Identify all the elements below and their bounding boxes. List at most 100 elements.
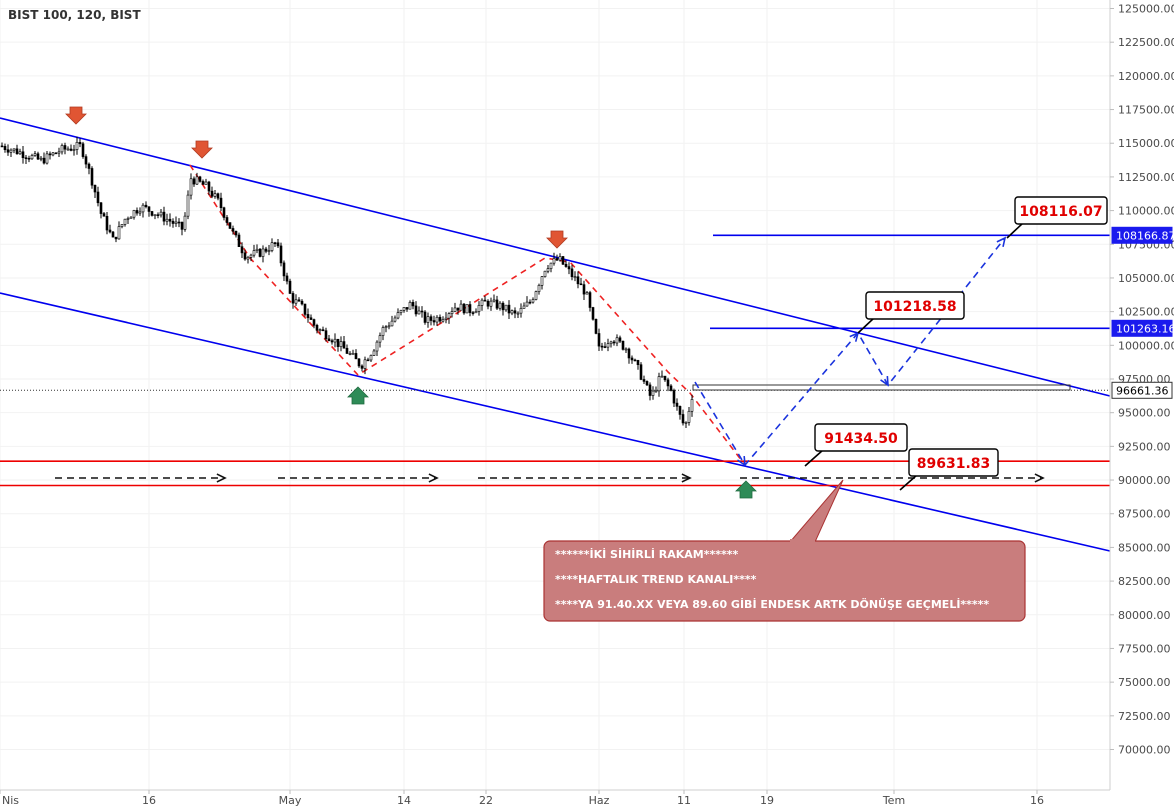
candle-body bbox=[240, 246, 244, 254]
price-tick-label: 125000.00 bbox=[1118, 3, 1174, 16]
level-callout-pointer bbox=[857, 317, 875, 334]
candle-body bbox=[267, 250, 271, 252]
candle-body bbox=[306, 314, 310, 319]
candle-body bbox=[111, 231, 115, 238]
candle-body bbox=[72, 149, 76, 151]
projection-arrowhead bbox=[996, 236, 1007, 247]
price-tick-label: 72500.00 bbox=[1118, 710, 1171, 723]
candle-body bbox=[156, 214, 160, 216]
candle-body bbox=[495, 299, 499, 309]
candle-body bbox=[285, 275, 289, 282]
candle-body bbox=[471, 312, 475, 314]
candle-body bbox=[204, 181, 208, 185]
target-price-tag-label: 101263.16 bbox=[1116, 322, 1174, 335]
candle-body bbox=[321, 329, 325, 331]
candle-body bbox=[336, 338, 340, 347]
time-tick-label: Tem bbox=[882, 794, 905, 807]
candle-body bbox=[423, 311, 427, 323]
time-tick-label: 16 bbox=[1030, 794, 1044, 807]
candle-body bbox=[228, 222, 232, 229]
candle-body bbox=[255, 248, 259, 251]
candle-body bbox=[513, 310, 517, 314]
candle-body bbox=[21, 151, 25, 159]
candle-body bbox=[288, 280, 292, 294]
candle-body bbox=[603, 346, 607, 348]
level-callout bbox=[814, 423, 908, 452]
candle-body bbox=[303, 303, 307, 315]
candle-body bbox=[234, 230, 238, 236]
candle-body bbox=[27, 157, 31, 160]
candle-body bbox=[291, 293, 295, 304]
candle-body bbox=[399, 310, 403, 313]
sideways-arrowhead bbox=[428, 473, 439, 483]
candle-body bbox=[270, 242, 274, 251]
candle-body bbox=[564, 263, 568, 267]
candle-body bbox=[447, 313, 451, 319]
candle-body bbox=[96, 191, 100, 204]
time-tick-label: Haz bbox=[589, 794, 610, 807]
candlestick-series bbox=[0, 136, 694, 429]
candle-body bbox=[216, 193, 220, 199]
candle-body bbox=[675, 402, 679, 407]
candle-body bbox=[132, 210, 136, 218]
candle-body bbox=[225, 217, 229, 223]
candle-body bbox=[9, 149, 13, 153]
candle-body bbox=[276, 242, 280, 247]
candle-body bbox=[588, 292, 592, 308]
candle-body bbox=[639, 364, 643, 380]
candle-body bbox=[561, 256, 565, 265]
projection-arrowhead bbox=[880, 375, 889, 387]
candle-body bbox=[324, 330, 328, 340]
candle-body bbox=[279, 245, 283, 264]
candle-body bbox=[318, 329, 322, 331]
candle-body bbox=[624, 348, 628, 351]
candle-body bbox=[138, 211, 142, 214]
candle-body bbox=[669, 385, 673, 391]
candle-body bbox=[192, 178, 196, 185]
candle-body bbox=[147, 206, 151, 212]
price-tick-label: 95000.00 bbox=[1118, 407, 1171, 420]
candle-body bbox=[84, 156, 88, 165]
candle-body bbox=[81, 143, 85, 157]
annotation-joint bbox=[790, 539, 815, 543]
annotation-pointer bbox=[788, 479, 844, 543]
candle-body bbox=[474, 311, 478, 314]
time-tick-label: May bbox=[279, 794, 302, 807]
candle-body bbox=[207, 181, 211, 192]
candle-body bbox=[237, 234, 241, 247]
candle-body bbox=[477, 305, 481, 312]
candle-body bbox=[369, 355, 373, 361]
candle-body bbox=[636, 360, 640, 365]
candle-body bbox=[66, 148, 70, 151]
candle-body bbox=[660, 375, 664, 378]
price-tick-label: 112500.00 bbox=[1118, 171, 1174, 184]
candle-body bbox=[600, 345, 604, 348]
level-callout bbox=[1014, 196, 1108, 225]
candle-body bbox=[210, 190, 214, 197]
candle-body bbox=[483, 299, 487, 302]
candle-body bbox=[546, 268, 550, 272]
candle-body bbox=[345, 347, 349, 354]
candle-body bbox=[30, 155, 34, 160]
time-axis: Nis 16 May 14 22 Haz 11 19 Tem 16 bbox=[0, 789, 1110, 807]
candle-body bbox=[108, 229, 112, 233]
candle-body bbox=[105, 215, 109, 231]
candle-body bbox=[153, 214, 157, 216]
candle-body bbox=[537, 285, 541, 292]
candle-body bbox=[453, 307, 457, 312]
candle-body bbox=[384, 326, 388, 328]
time-tick-label: 19 bbox=[760, 794, 774, 807]
candle-body bbox=[687, 410, 691, 423]
candle-body bbox=[162, 211, 166, 222]
annotation-callout: ******İKİ SİHİRLİ RAKAM****** ****HAFTALI… bbox=[543, 479, 1026, 622]
candle-body bbox=[363, 359, 367, 369]
candle-body bbox=[354, 353, 358, 360]
target-price-tag bbox=[1111, 226, 1173, 244]
candle-body bbox=[411, 302, 415, 307]
candle-body bbox=[294, 299, 298, 304]
annotation-line: ****YA 91.40.XX VEYA 89.60 GİBİ ENDESK A… bbox=[555, 597, 989, 611]
buy-arrow-marker bbox=[735, 480, 757, 499]
candle-body bbox=[684, 422, 688, 424]
candle-body bbox=[264, 248, 268, 252]
